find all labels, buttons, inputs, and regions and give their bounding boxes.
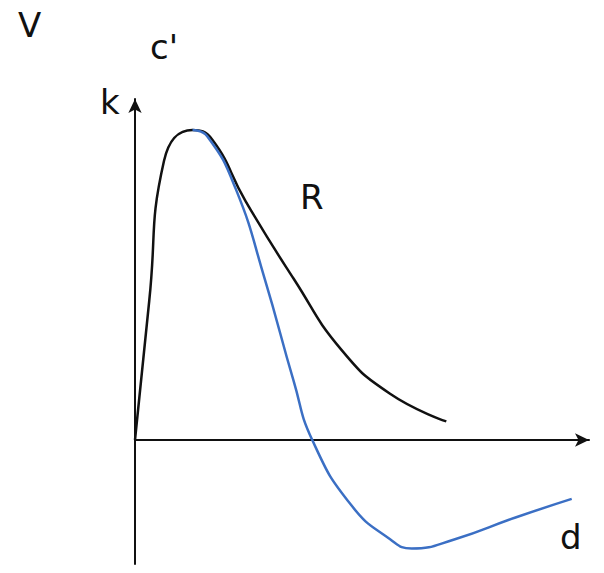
svg-text:k: k — [100, 82, 120, 122]
svg-text:c': c' — [150, 27, 178, 67]
svg-text:d: d — [560, 517, 582, 557]
svg-text:R: R — [300, 177, 324, 217]
svg-text:V: V — [18, 5, 41, 45]
